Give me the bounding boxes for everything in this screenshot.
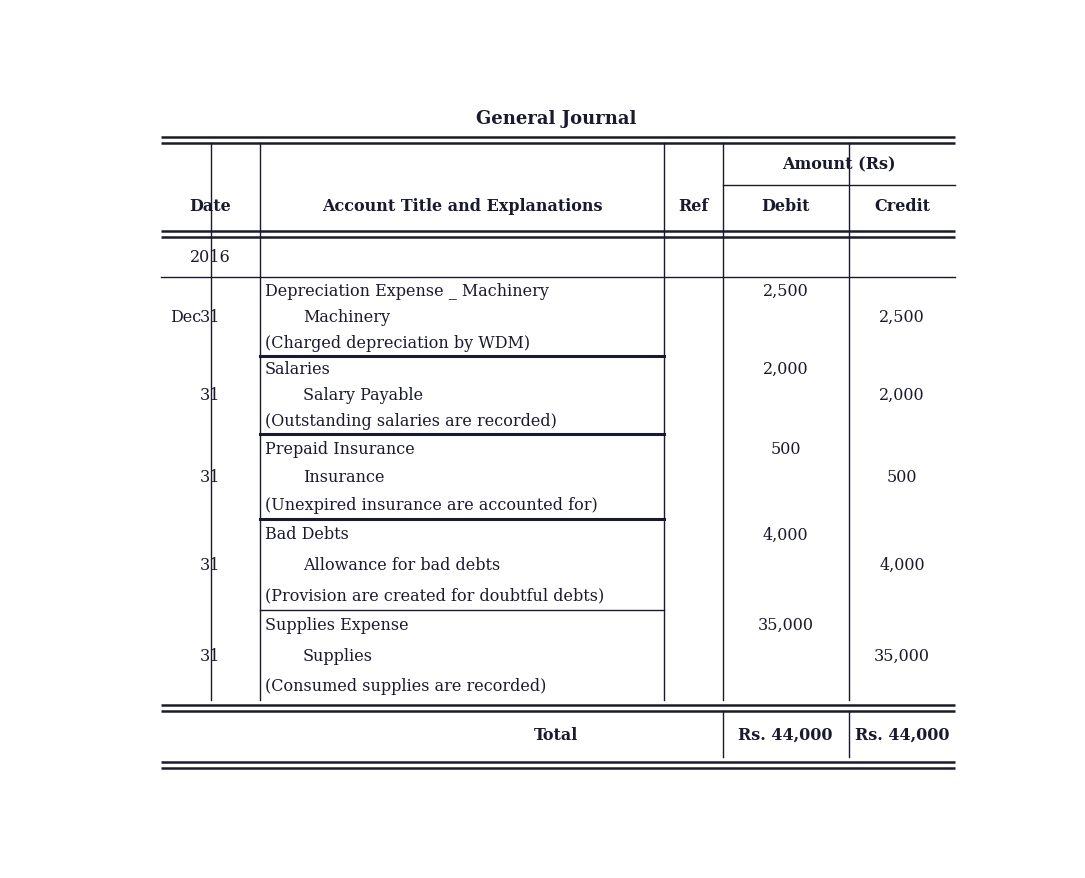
Text: 35,000: 35,000 [875,647,930,664]
Text: (Provision are created for doubtful debts): (Provision are created for doubtful debt… [265,587,604,603]
Text: 35,000: 35,000 [757,616,814,634]
Text: Debit: Debit [762,198,809,215]
Text: 2,500: 2,500 [879,308,924,326]
Text: Depreciation Expense _ Machinery: Depreciation Expense _ Machinery [265,282,549,299]
Text: Rs. 44,000: Rs. 44,000 [855,726,949,743]
Text: Credit: Credit [875,198,930,215]
Text: 4,000: 4,000 [879,556,924,573]
Text: 31: 31 [201,647,220,664]
Text: (Outstanding salaries are recorded): (Outstanding salaries are recorded) [265,413,557,430]
Text: (Unexpired insurance are accounted for): (Unexpired insurance are accounted for) [265,497,598,514]
Text: (Consumed supplies are recorded): (Consumed supplies are recorded) [265,677,546,694]
Text: 31: 31 [201,387,220,404]
Text: (Charged depreciation by WDM): (Charged depreciation by WDM) [265,335,529,351]
Text: Date: Date [190,198,231,215]
Text: Machinery: Machinery [303,308,390,326]
Text: 500: 500 [886,468,917,486]
Text: General Journal: General Journal [476,111,636,128]
Text: 2,000: 2,000 [879,387,924,404]
Text: Salary Payable: Salary Payable [303,387,423,404]
Text: Prepaid Insurance: Prepaid Insurance [265,440,414,457]
Text: Amount (Rs): Amount (Rs) [782,156,896,174]
Text: Rs. 44,000: Rs. 44,000 [739,726,833,743]
Text: Salaries: Salaries [265,361,331,378]
Text: 31: 31 [201,308,220,326]
Text: Dec: Dec [170,308,202,326]
Text: Insurance: Insurance [303,468,384,486]
Text: 2016: 2016 [190,249,231,266]
Text: 500: 500 [770,440,801,457]
Text: Total: Total [534,726,578,743]
Text: Ref: Ref [678,198,709,215]
Text: 2,000: 2,000 [763,361,808,378]
Text: Allowance for bad debts: Allowance for bad debts [303,556,500,573]
Text: 4,000: 4,000 [763,526,808,543]
Text: 31: 31 [201,468,220,486]
Text: Supplies: Supplies [303,647,373,664]
Text: Account Title and Explanations: Account Title and Explanations [321,198,602,215]
Text: 31: 31 [201,556,220,573]
Text: 2,500: 2,500 [763,282,808,299]
Text: Bad Debts: Bad Debts [265,526,348,543]
Text: Supplies Expense: Supplies Expense [265,616,408,634]
